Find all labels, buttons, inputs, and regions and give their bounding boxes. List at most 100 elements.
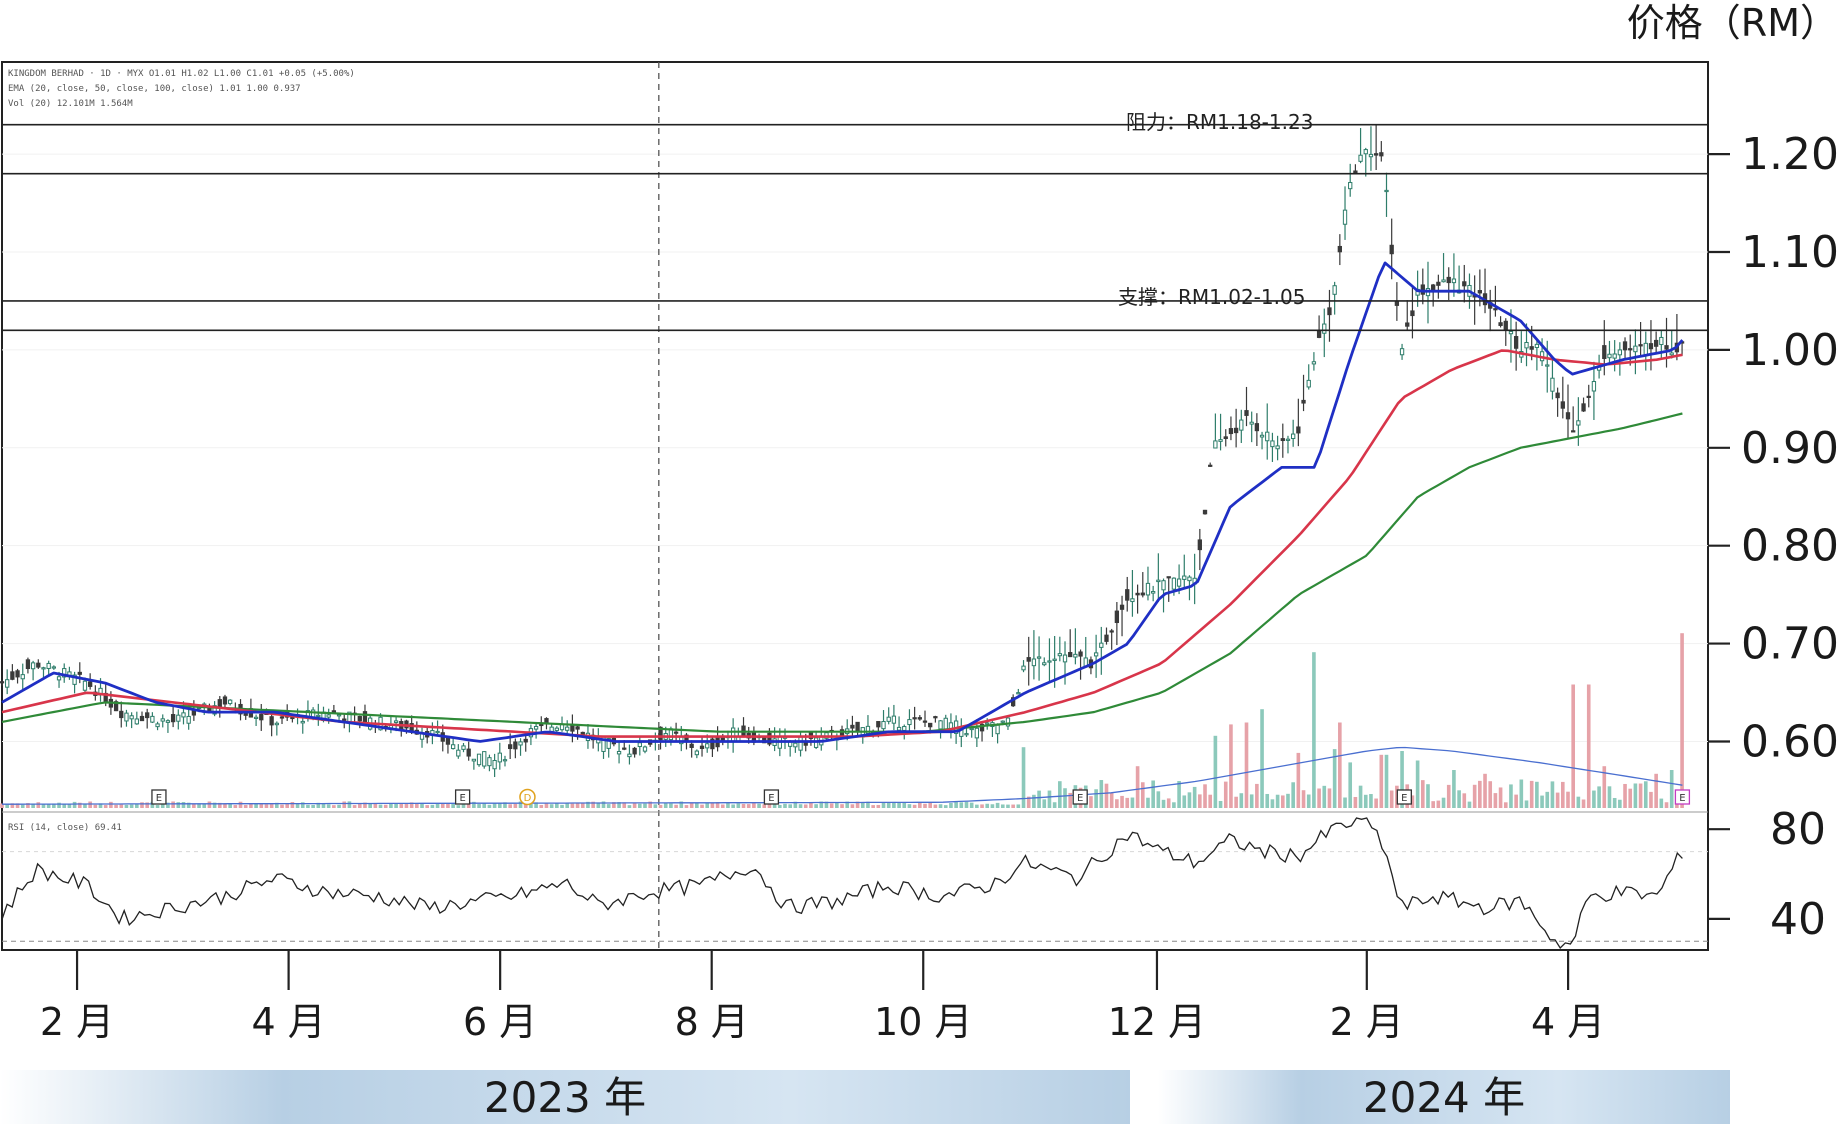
- candle-body: [1576, 420, 1581, 426]
- volume-bar: [1192, 786, 1197, 808]
- candle-body: [1197, 539, 1202, 551]
- candle-body: [1653, 339, 1659, 347]
- volume-bar: [897, 802, 901, 808]
- price-tick-label: 0.70: [1741, 619, 1839, 670]
- volume-bar: [399, 803, 404, 808]
- candle-body: [46, 662, 51, 669]
- candle-body: [1322, 323, 1327, 334]
- candle-body: [51, 666, 57, 669]
- volume-bar: [394, 803, 398, 808]
- volume-bar: [1389, 790, 1394, 808]
- volume-bar: [995, 802, 1000, 808]
- volume-bar: [20, 804, 25, 808]
- candle-body: [1000, 720, 1005, 723]
- volume-bar: [803, 804, 808, 808]
- dividend-marker: [519, 788, 536, 806]
- candle-body: [300, 720, 305, 724]
- candle-body: [554, 727, 559, 731]
- volume-bar: [1400, 751, 1404, 808]
- volume-bar: [980, 804, 984, 808]
- volume-ma-line: [2, 746, 1683, 805]
- candle-body: [342, 718, 347, 721]
- volume-bar: [783, 803, 787, 808]
- volume-bar: [67, 804, 72, 808]
- volume-ma-path: [2, 746, 1683, 805]
- volume-bar: [1436, 800, 1441, 808]
- candle-body: [964, 733, 969, 736]
- candle-body: [896, 726, 902, 731]
- candle-body: [274, 722, 279, 726]
- candle-body: [1617, 349, 1623, 356]
- volume-bar: [1332, 749, 1337, 808]
- candle-body: [1176, 578, 1182, 587]
- volume-bar: [212, 802, 217, 808]
- candle-body: [62, 668, 67, 678]
- earnings-marker: [1396, 789, 1412, 805]
- volume-bar: [243, 805, 248, 808]
- volume-bar: [1306, 794, 1311, 808]
- volume-bar: [1457, 790, 1461, 808]
- volume-bar: [1586, 684, 1591, 808]
- volume-bar: [1592, 790, 1596, 808]
- volume-bar: [1535, 781, 1539, 808]
- volume-bar: [197, 803, 201, 808]
- volume-bar: [1659, 798, 1664, 808]
- volume-bar: [663, 803, 668, 808]
- candle-body: [72, 674, 77, 685]
- candle-body: [1379, 152, 1384, 157]
- volume-bar: [1052, 802, 1057, 808]
- candle-body: [1503, 320, 1508, 331]
- volume-bar: [83, 804, 87, 808]
- volume-bar: [1239, 793, 1244, 808]
- volume-bar: [1047, 790, 1052, 808]
- volume-bar: [1649, 791, 1653, 808]
- ema-lines: [1, 261, 1684, 743]
- earnings-marker: [454, 789, 471, 805]
- event-marker-label: E: [1401, 793, 1407, 804]
- month-tick-label: 10 月: [874, 1000, 972, 1044]
- volume-bar: [275, 802, 279, 808]
- volume-bar: [373, 803, 378, 808]
- candle-body: [1389, 244, 1394, 255]
- candle-body: [1021, 665, 1026, 671]
- ema100-line: [1, 412, 1683, 733]
- volume-bar: [36, 802, 41, 808]
- candle-body: [1622, 341, 1628, 351]
- candle-body: [497, 752, 502, 763]
- candle-body: [1612, 353, 1617, 359]
- volume-bar: [1255, 783, 1259, 808]
- candle-body: [1228, 428, 1234, 435]
- candle-body: [1068, 652, 1073, 658]
- volume-bar: [1109, 792, 1114, 808]
- volume-bar: [570, 803, 575, 808]
- volume-bar: [1265, 793, 1270, 808]
- volume-bar: [778, 804, 782, 808]
- candle-body: [25, 659, 31, 670]
- candle-body: [316, 714, 321, 718]
- candle-body: [1571, 430, 1576, 433]
- candle-body: [508, 744, 513, 750]
- volume-bar: [26, 803, 30, 808]
- volume-bar: [938, 804, 943, 808]
- candle-body: [113, 701, 119, 712]
- candle-body: [10, 671, 15, 680]
- candle-body: [466, 748, 471, 757]
- legend-line-1: KINGDOM BERHAD · 1D · MYX O1.01 H1.02 L1…: [8, 69, 355, 79]
- volume-bar: [845, 801, 850, 808]
- candle-body: [1036, 656, 1042, 659]
- volume-bar: [119, 804, 124, 808]
- candle-body: [876, 721, 881, 728]
- volume-bar: [295, 803, 300, 808]
- volume-bar: [238, 801, 243, 808]
- candle-body: [1513, 336, 1519, 349]
- candle-body: [170, 714, 176, 723]
- candle-body: [1446, 276, 1451, 284]
- volume-bar: [1379, 754, 1384, 808]
- candle-body: [1047, 660, 1052, 663]
- candle-body: [943, 717, 948, 731]
- candle-body: [891, 715, 897, 724]
- volume-bar: [555, 803, 559, 808]
- volume-bar: [1291, 782, 1295, 808]
- volume-bar: [643, 803, 647, 808]
- plot-frame: [1, 61, 1709, 951]
